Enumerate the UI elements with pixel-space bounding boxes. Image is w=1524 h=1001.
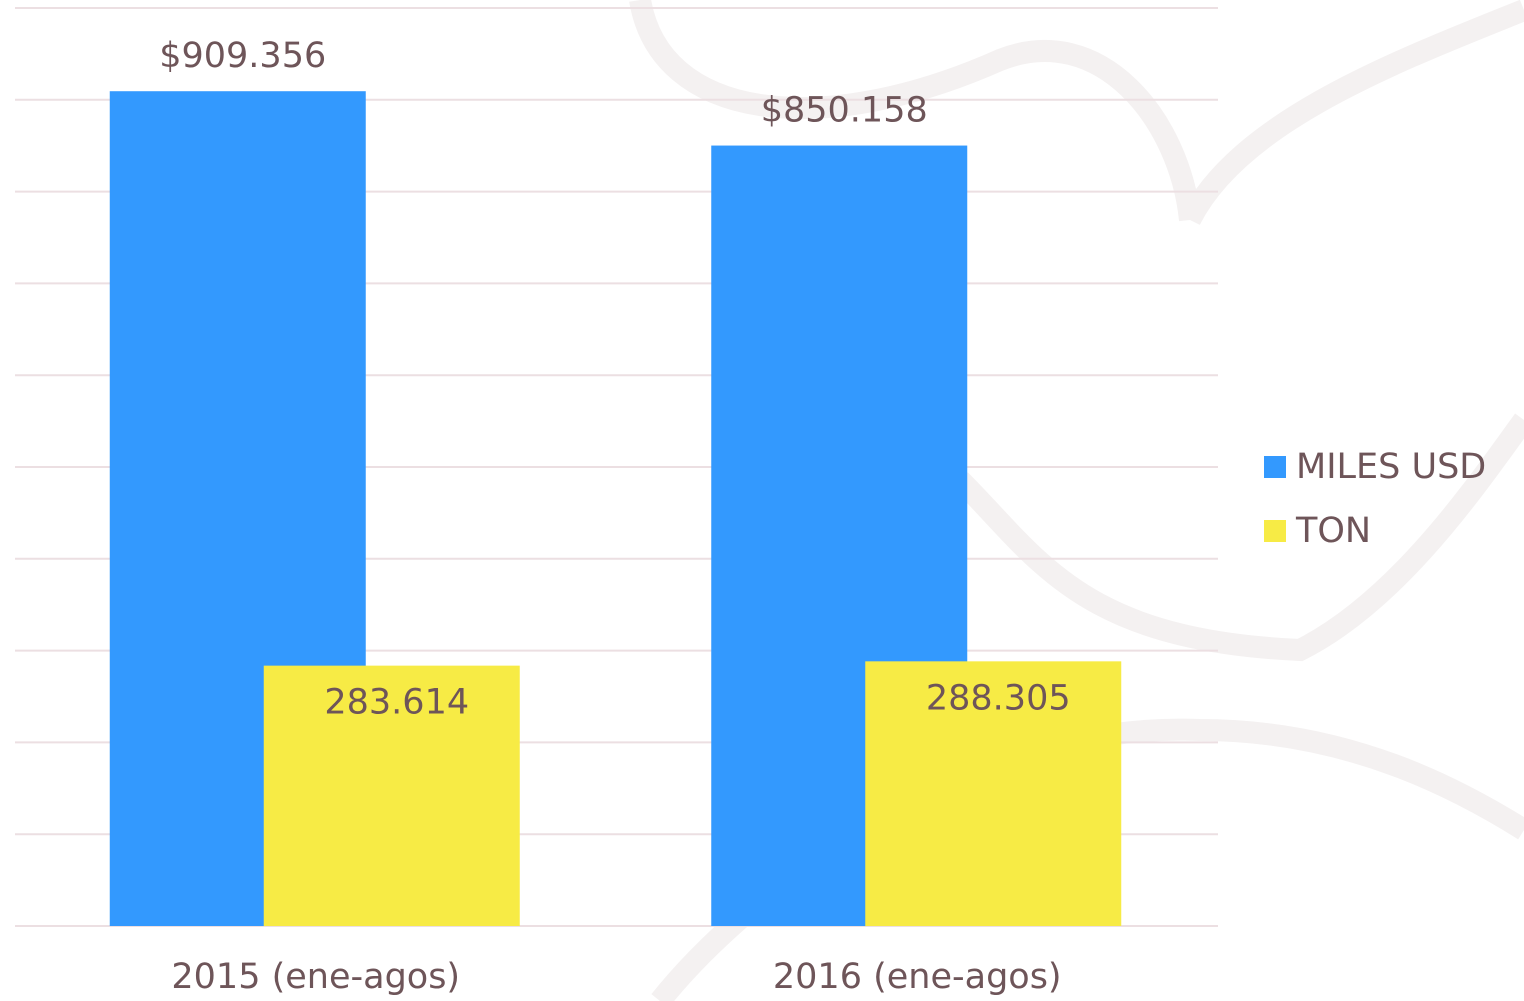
legend-label: MILES USD xyxy=(1296,447,1486,487)
legend-swatch xyxy=(1264,456,1286,478)
legend-label: TON xyxy=(1295,511,1371,551)
data-label: $909.356 xyxy=(159,36,326,76)
data-label: $850.158 xyxy=(761,91,928,131)
x-tick-label: 2016 (ene-agos) xyxy=(773,957,1062,997)
data-label: 288.305 xyxy=(926,678,1071,718)
legend-swatch xyxy=(1264,520,1286,542)
watermark-curve xyxy=(952,413,1524,662)
watermark-curve xyxy=(1180,0,1524,226)
bar xyxy=(865,661,1122,926)
labels: $909.356 283.614 2015 (ene-agos) $850.158 28… xyxy=(159,36,1070,997)
bar xyxy=(263,665,520,926)
data-label: 283.614 xyxy=(324,683,469,723)
watermark-curve xyxy=(629,0,1201,222)
bars xyxy=(109,91,1122,927)
legend: MILES USD TON xyxy=(1264,447,1486,551)
x-tick-label: 2015 (ene-agos) xyxy=(171,957,460,997)
